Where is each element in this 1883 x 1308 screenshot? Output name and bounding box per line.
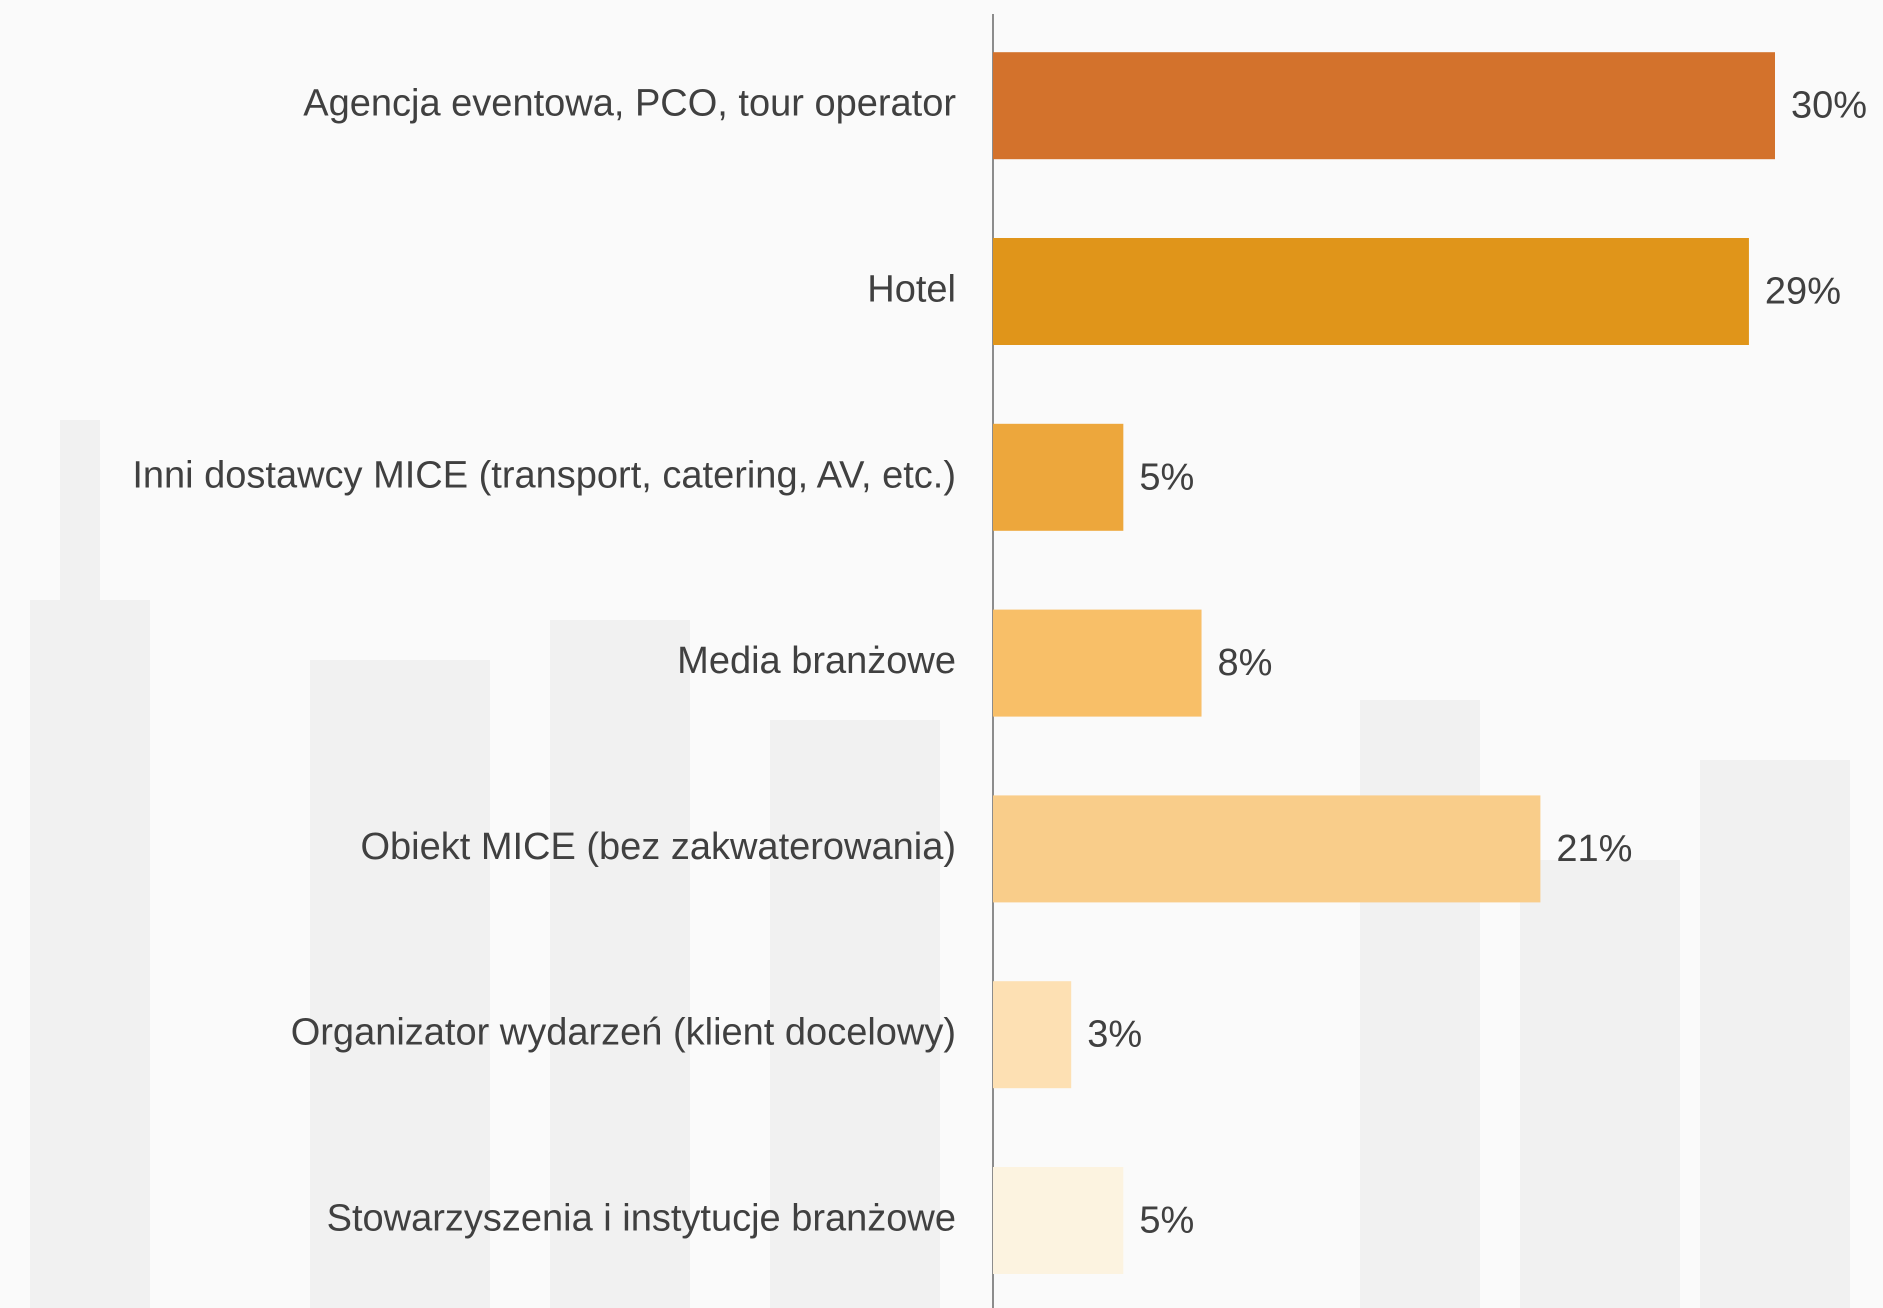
bar [993,52,1775,160]
category-label: Agencja eventowa, PCO, tour operator [303,83,956,125]
category-label: Hotel [867,269,956,311]
data-label: 21% [1556,828,1632,870]
category-label: Stowarzyszenia i instytucje branżowe [327,1198,956,1240]
bar [993,795,1541,903]
data-label: 30% [1791,85,1867,127]
bar [993,423,1124,531]
data-label: 5% [1139,1200,1194,1242]
category-label: Inni dostawcy MICE (transport, catering,… [132,454,956,496]
data-label: 3% [1087,1014,1142,1056]
category-label: Media branżowe [677,640,956,682]
data-label: 29% [1765,271,1841,313]
category-label: Obiekt MICE (bez zakwaterowania) [360,826,956,868]
category-label: Organizator wydarzeń (klient docelowy) [291,1012,956,1054]
bar [993,609,1202,717]
bar [993,981,1072,1089]
bar [993,1167,1124,1274]
skyline [30,420,1850,1308]
data-label: 5% [1139,456,1194,498]
bar [993,238,1749,345]
data-label: 8% [1218,642,1273,684]
